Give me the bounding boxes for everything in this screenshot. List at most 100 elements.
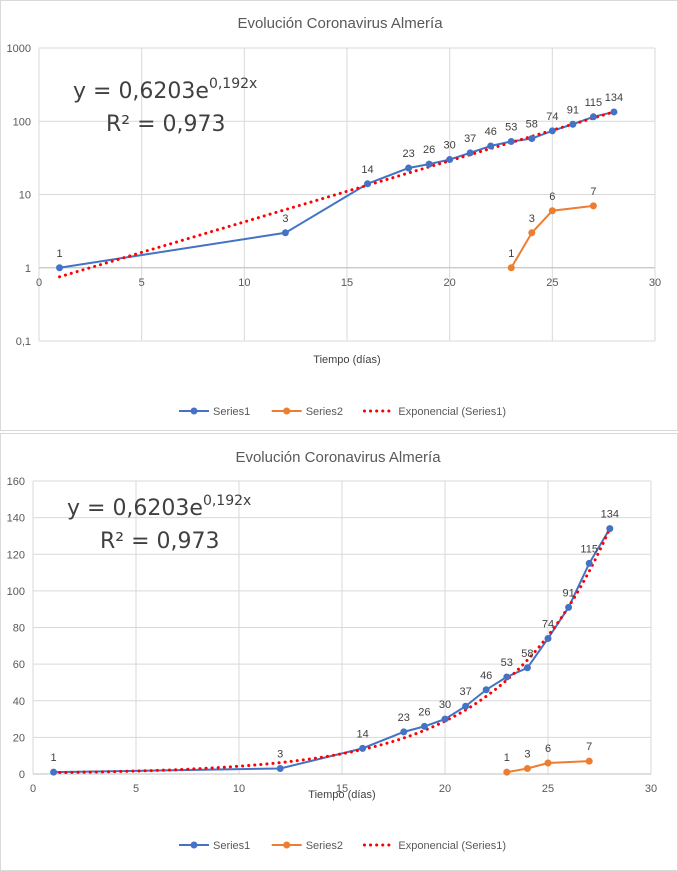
chart-linear-scale: Evolución Coronavirus Almería02040608010… — [7, 449, 657, 852]
series-line-series2 — [510, 204, 594, 269]
data-point-series2 — [503, 768, 511, 776]
data-label: 26 — [423, 144, 435, 156]
data-label: 1 — [56, 248, 62, 260]
data-label: 46 — [480, 670, 492, 682]
data-label: 23 — [402, 148, 414, 160]
data-label: 14 — [361, 164, 373, 176]
data-label: 58 — [526, 119, 538, 131]
data-point-series2 — [528, 229, 536, 237]
x-tick-label: 15 — [336, 783, 348, 795]
chart-title: Evolución Coronavirus Almería — [235, 449, 441, 466]
data-point-series2 — [544, 759, 552, 767]
legend-marker — [190, 841, 198, 849]
x-tick-label: 20 — [439, 783, 451, 795]
trendline-r-squared: R² = 0,973 — [100, 529, 220, 554]
data-label: 3 — [524, 749, 530, 761]
data-label: 58 — [521, 648, 533, 660]
data-point-series1 — [482, 686, 490, 694]
data-label: 74 — [542, 618, 554, 630]
chart-title: Evolución Coronavirus Almería — [237, 15, 443, 32]
data-point-series1 — [606, 525, 614, 533]
legend-marker — [283, 841, 291, 849]
y-tick-label: 40 — [13, 696, 25, 708]
legend-label: Series2 — [306, 840, 343, 852]
x-tick-label: 20 — [444, 277, 456, 289]
y-tick-label: 0 — [19, 769, 25, 781]
data-point-series1 — [420, 722, 428, 730]
legend-label: Series1 — [213, 840, 250, 852]
data-point-series1 — [589, 113, 597, 121]
trendline-exponencial — [58, 110, 616, 279]
data-label: 1 — [504, 752, 510, 764]
x-tick-label: 0 — [36, 277, 42, 289]
legend-marker — [190, 407, 198, 415]
data-point-series1 — [425, 160, 433, 168]
x-tick-label: 30 — [649, 277, 661, 289]
y-tick-label: 10 — [19, 190, 31, 202]
legend-entry-series2: Series2 — [271, 406, 343, 418]
data-point-series2 — [523, 765, 531, 773]
data-point-series1 — [441, 715, 449, 723]
y-tick-label: 100 — [13, 116, 31, 128]
data-point-series1 — [565, 603, 573, 611]
legend-label: Series1 — [213, 406, 250, 418]
data-label: 134 — [605, 92, 623, 104]
chart-log-scale: Evolución Coronavirus Almería0,111010010… — [7, 15, 662, 418]
y-tick-label: 1 — [25, 263, 31, 275]
data-point-series1 — [528, 135, 536, 143]
data-label: 1 — [51, 752, 57, 764]
data-point-series1 — [610, 108, 618, 116]
data-label: 134 — [601, 509, 619, 521]
legend-label: Series2 — [306, 406, 343, 418]
trendline-equation: y = 0,6203e0,192x — [73, 76, 257, 104]
data-label: 37 — [459, 686, 471, 698]
x-tick-label: 10 — [233, 783, 245, 795]
x-tick-label: 25 — [542, 783, 554, 795]
x-tick-label: 5 — [139, 277, 145, 289]
data-point-series2 — [589, 202, 597, 210]
data-label: 53 — [505, 121, 517, 133]
data-point-series1 — [276, 765, 284, 773]
x-tick-label: 5 — [133, 783, 139, 795]
data-point-series2 — [585, 757, 593, 765]
data-label: 3 — [529, 213, 535, 225]
data-point-series1 — [359, 744, 367, 752]
data-point-series1 — [462, 702, 470, 710]
trendline-exponencial — [52, 526, 612, 775]
data-label: 46 — [485, 126, 497, 138]
data-label: 7 — [586, 741, 592, 753]
data-label: 115 — [580, 543, 598, 555]
y-tick-label: 1000 — [7, 43, 31, 55]
legend-entry-series1: Series1 — [179, 840, 250, 852]
legend-label: Exponencial (Series1) — [398, 840, 506, 852]
data-point-series1 — [548, 127, 556, 135]
data-point-series1 — [569, 120, 577, 128]
y-tick-label: 60 — [13, 659, 25, 671]
data-point-series1 — [466, 149, 474, 157]
chart-panel-linear: Evolución Coronavirus Almería 0 20 40 60 80 10… — [0, 433, 678, 871]
y-tick-label: 100 — [7, 586, 25, 598]
y-tick-label: 160 — [7, 476, 25, 488]
data-label: 23 — [398, 712, 410, 724]
legend-entry-series2: Series2 — [271, 840, 343, 852]
data-point-series2 — [548, 207, 556, 215]
data-point-series1 — [507, 137, 515, 145]
data-label: 14 — [356, 728, 368, 740]
chart-panel-log: Evolución Coronavirus Almería 0,1 1 10 100 10… — [0, 0, 678, 431]
y-tick-label: 20 — [13, 732, 25, 744]
data-point-series1 — [281, 229, 289, 237]
data-point-series1 — [50, 768, 58, 776]
x-tick-label: 15 — [341, 277, 353, 289]
data-label: 115 — [585, 97, 603, 109]
legend-entry-series1: Series1 — [179, 406, 250, 418]
data-label: 37 — [464, 133, 476, 145]
data-label: 91 — [567, 104, 579, 116]
data-label: 74 — [546, 111, 558, 123]
data-point-series1 — [585, 559, 593, 567]
data-point-series1 — [487, 142, 495, 150]
data-label: 91 — [562, 587, 574, 599]
data-label: 3 — [282, 213, 288, 225]
data-point-series1 — [400, 728, 408, 736]
data-label: 26 — [418, 706, 430, 718]
legend-marker — [283, 407, 291, 415]
